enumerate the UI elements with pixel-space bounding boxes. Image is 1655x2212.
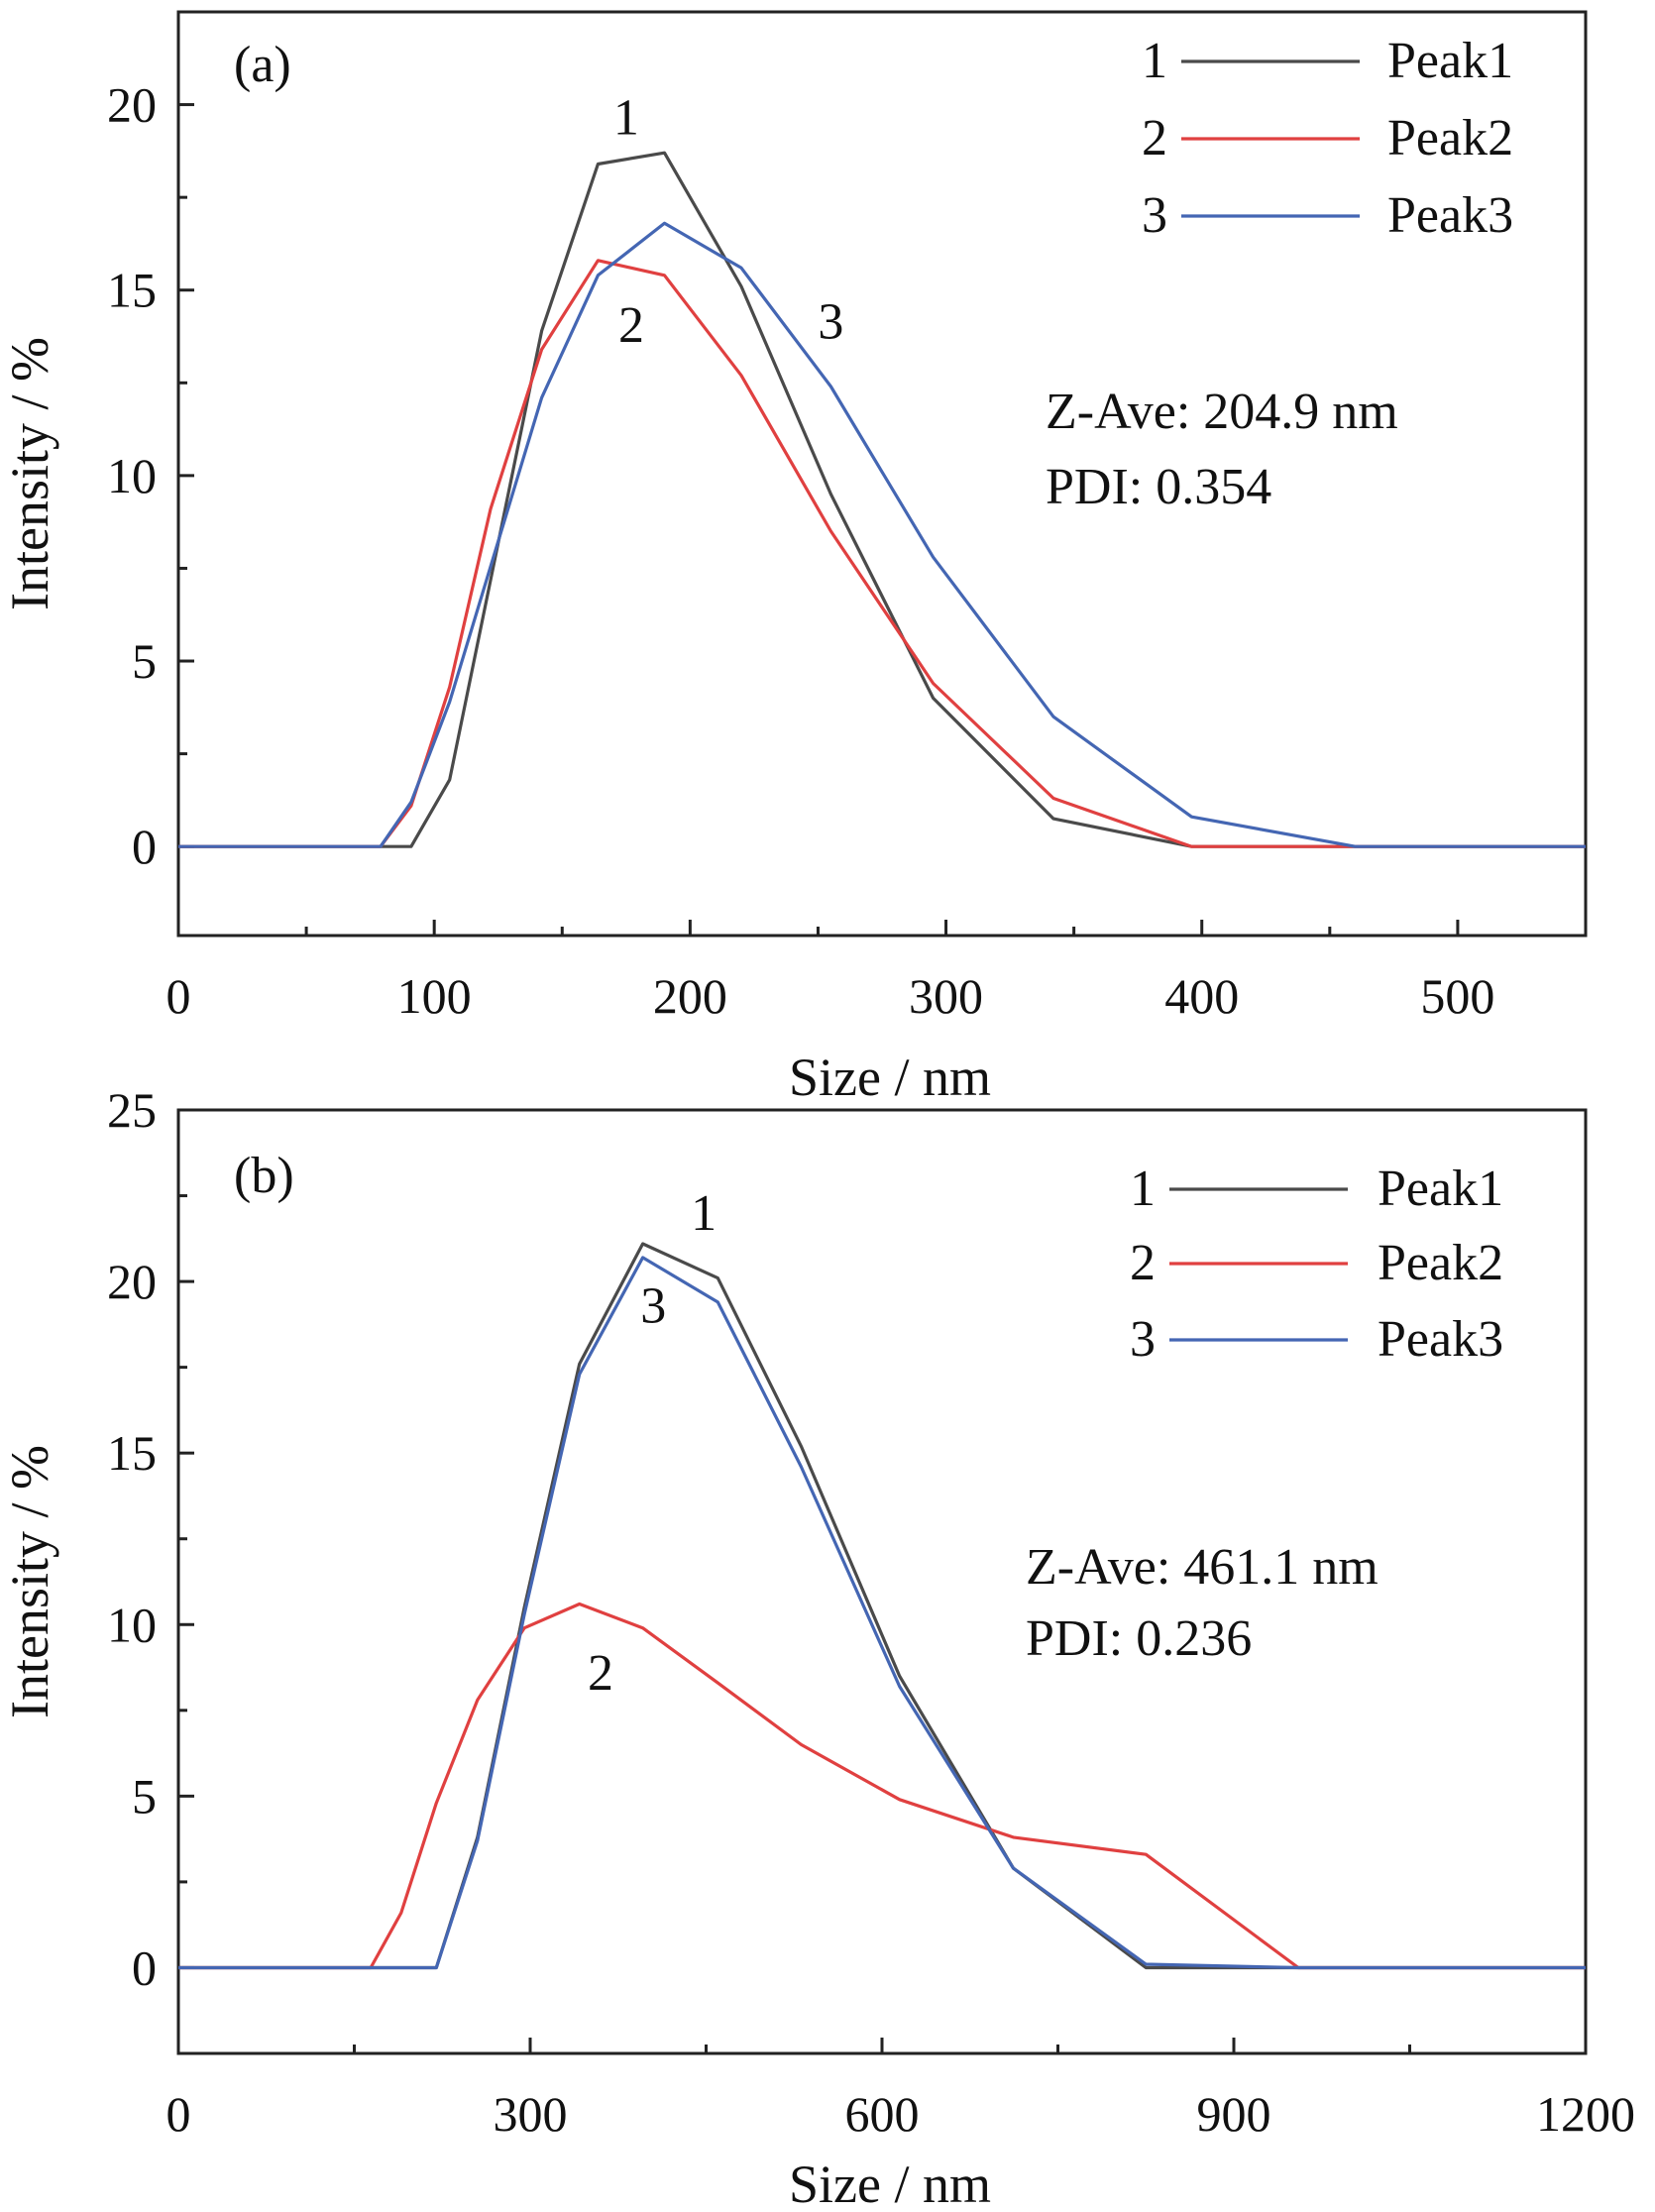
y-tick-label: 15	[107, 1425, 157, 1481]
legend-number: 1	[1130, 1161, 1156, 1217]
legend-entry: Peak3	[1378, 1311, 1503, 1368]
x-tick-label: 300	[909, 968, 983, 1024]
x-tick-label: 100	[397, 968, 472, 1024]
series-line-peak1	[178, 151, 1586, 848]
z-average-annotation: Z-Ave: 461.1 nm	[1026, 1539, 1379, 1596]
legend-number: 2	[1142, 110, 1167, 166]
legend-entry: Peak1	[1387, 33, 1513, 89]
series-line-peak1	[178, 1242, 1586, 1970]
legend-entry: Peak3	[1387, 187, 1513, 244]
x-axis-label: Size / nm	[789, 1048, 991, 1107]
series-line-peak3	[178, 221, 1586, 848]
y-tick-label: 20	[107, 1254, 157, 1309]
y-tick-label: 25	[107, 1082, 157, 1138]
legend-number: 3	[1142, 187, 1167, 244]
y-tick-label: 5	[132, 1768, 157, 1824]
curve-label: 1	[691, 1185, 717, 1242]
y-tick-label: 10	[107, 448, 157, 503]
curve-label: 3	[640, 1278, 666, 1335]
curve-label: 2	[588, 1645, 613, 1702]
legend-number: 3	[1130, 1311, 1156, 1368]
series-line-peak2	[178, 1602, 1586, 1970]
panel-b-chart: 0 300 600 900 1200 0 5 10 15 20 25 Size / nm Intensi…	[0, 1082, 1635, 2212]
curve-label: 3	[818, 293, 843, 350]
y-tick-label: 0	[132, 819, 157, 874]
pdi-annotation: PDI: 0.354	[1046, 459, 1271, 515]
legend-entry: Peak1	[1378, 1161, 1503, 1217]
panel-label: (b)	[234, 1148, 294, 1204]
y-axis-label: Intensity / %	[0, 337, 59, 610]
y-tick-label: 15	[107, 263, 157, 318]
curve-label: 1	[613, 90, 639, 147]
legend-entry: Peak2	[1387, 110, 1513, 166]
y-tick-label: 5	[132, 633, 157, 689]
x-tick-label: 0	[166, 968, 191, 1024]
legend-number: 2	[1130, 1235, 1156, 1291]
panel-label: (a)	[234, 37, 291, 93]
pdi-annotation: PDI: 0.236	[1026, 1610, 1252, 1667]
series-line-peak3	[178, 1256, 1586, 1970]
y-axis-label: Intensity / %	[0, 1445, 59, 1718]
curve-label: 2	[618, 297, 644, 354]
panel-a-chart: 0 100 200 300 400 500 0 5 10 15 20 Size / nm Intensi…	[0, 10, 1588, 1107]
x-tick-label: 200	[653, 968, 727, 1024]
x-tick-label: 600	[845, 2086, 920, 2142]
legend-number: 1	[1142, 33, 1167, 89]
x-tick-label: 300	[494, 2086, 568, 2142]
y-tick-label: 0	[132, 1939, 157, 1995]
series-line-peak2	[178, 259, 1586, 848]
x-axis-label: Size / nm	[789, 2155, 991, 2212]
y-tick-label: 10	[107, 1597, 157, 1652]
x-tick-label: 400	[1164, 968, 1239, 1024]
plot-frame	[176, 10, 1588, 938]
z-average-annotation: Z-Ave: 204.9 nm	[1046, 384, 1398, 440]
x-tick-label: 1200	[1536, 2086, 1635, 2142]
x-tick-label: 900	[1197, 2086, 1271, 2142]
x-tick-label: 0	[166, 2086, 191, 2142]
y-tick-label: 20	[107, 77, 157, 133]
legend-entry: Peak2	[1378, 1235, 1503, 1291]
x-tick-label: 500	[1420, 968, 1494, 1024]
